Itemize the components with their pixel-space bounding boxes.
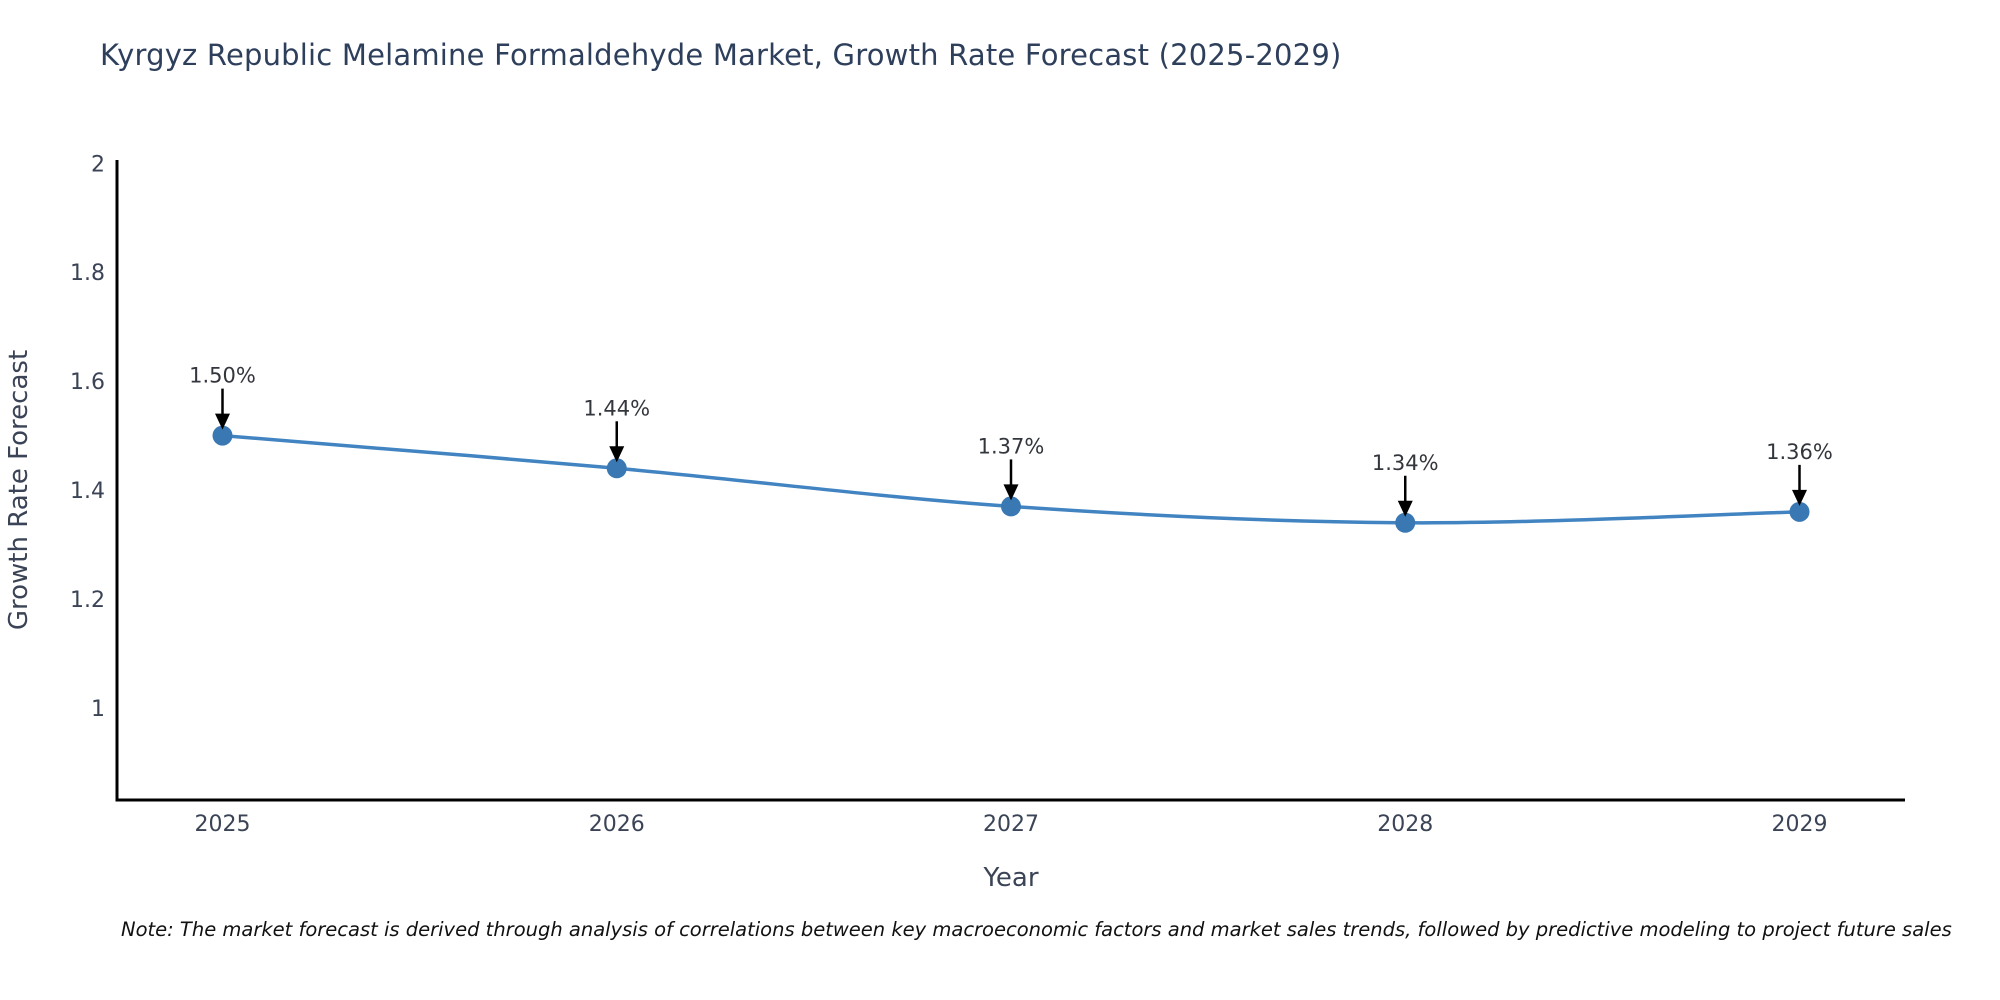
annotation-arrow-head-icon xyxy=(609,446,625,463)
y-tick-label: 1.2 xyxy=(70,588,105,613)
y-tick-label: 2 xyxy=(91,152,105,177)
data-point-label: 1.36% xyxy=(1766,440,1833,464)
y-tick-label: 1.8 xyxy=(70,261,105,286)
annotation-arrow-head-icon xyxy=(1792,489,1807,506)
axis-spines xyxy=(115,160,1905,802)
footnote-text: Note: The market forecast is derived thr… xyxy=(121,918,1952,941)
data-point-marker xyxy=(1001,496,1021,517)
data-point-marker xyxy=(606,458,627,479)
chart-title: Kyrgyz Republic Melamine Formaldehyde Ma… xyxy=(100,38,1342,72)
annotation-arrow-head-icon xyxy=(215,413,230,430)
data-point-label: 1.50% xyxy=(189,364,256,388)
x-tick-label: 2028 xyxy=(1377,812,1433,837)
data-point-label: 1.34% xyxy=(1372,451,1439,475)
annotation-arrow-head-icon xyxy=(1397,500,1413,517)
y-tick-label: 1.6 xyxy=(70,370,105,395)
x-tick-label: 2027 xyxy=(983,812,1039,837)
y-axis-title: Growth Rate Forecast xyxy=(4,350,34,630)
x-tick-label: 2025 xyxy=(195,812,251,837)
data-point-label: 1.44% xyxy=(583,396,650,420)
x-axis-title: Year xyxy=(982,863,1038,893)
x-tick-label: 2029 xyxy=(1772,812,1828,837)
data-point-label: 1.37% xyxy=(978,434,1045,458)
y-tick-label: 1.4 xyxy=(70,479,105,504)
annotation-arrow-head-icon xyxy=(1003,484,1019,501)
data-point-marker xyxy=(212,425,233,446)
data-point-marker xyxy=(1789,501,1810,522)
y-tick-label: 1 xyxy=(91,697,105,722)
data-point-marker xyxy=(1395,512,1416,533)
x-tick-label: 2026 xyxy=(589,812,645,837)
